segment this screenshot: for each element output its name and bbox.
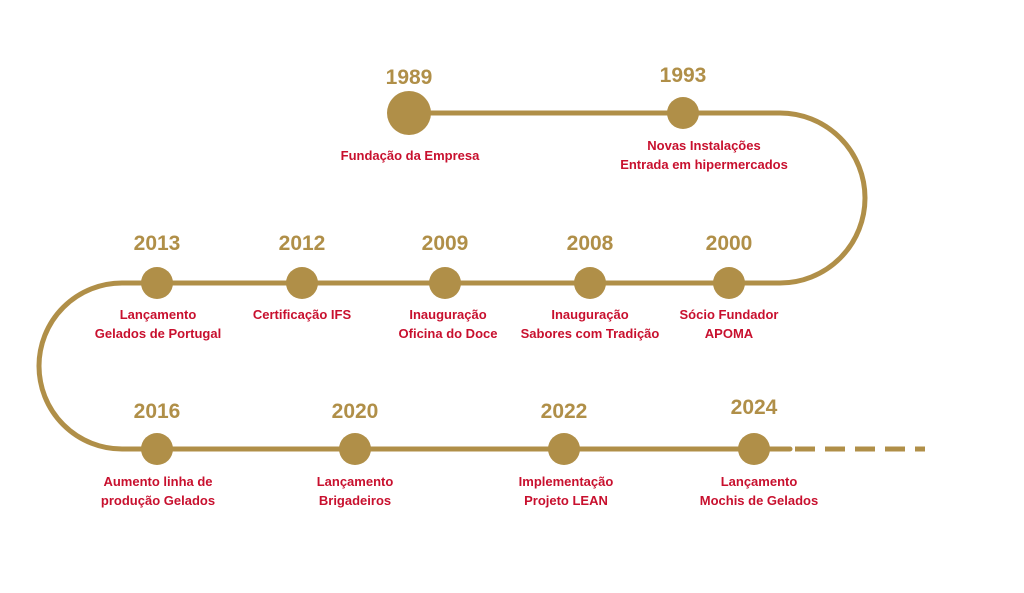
milestone-label: Oficina do Doce [399, 326, 498, 341]
milestone-label: Implementação [519, 474, 614, 489]
milestone-label: Aumento linha de [103, 474, 212, 489]
milestone-2000: 2000 Sócio Fundador APOMA [680, 232, 779, 341]
milestone-year: 2008 [567, 232, 614, 255]
milestone-dot [713, 267, 745, 299]
milestone-dot [667, 97, 699, 129]
milestone-dot [141, 267, 173, 299]
milestone-dot [286, 267, 318, 299]
milestone-label: Sócio Fundador [680, 307, 779, 322]
milestone-year: 1993 [660, 64, 707, 87]
milestone-nodes: 1989 Fundação da Empresa 1993 Novas Instala… [95, 64, 818, 508]
milestone-2024: 2024 Lançamento Mochis de Gelados [700, 396, 818, 508]
milestone-dot [339, 433, 371, 465]
milestone-dot [141, 433, 173, 465]
milestone-label: Lançamento [120, 307, 197, 322]
milestone-label: Entrada em hipermercados [620, 157, 788, 172]
milestone-label: Lançamento [721, 474, 798, 489]
milestone-year: 2012 [279, 232, 326, 255]
milestone-label: Brigadeiros [319, 493, 391, 508]
milestone-year: 2024 [731, 396, 778, 419]
milestone-label: Gelados de Portugal [95, 326, 221, 341]
milestone-2009: 2009 Inauguração Oficina do Doce [399, 232, 498, 341]
milestone-dot [738, 433, 770, 465]
milestone-dot [429, 267, 461, 299]
milestone-year: 2020 [332, 400, 379, 423]
milestone-dot [548, 433, 580, 465]
milestone-label: Sabores com Tradição [521, 326, 660, 341]
milestone-1989: 1989 Fundação da Empresa [341, 66, 480, 163]
milestone-label: APOMA [705, 326, 754, 341]
milestone-year: 2022 [541, 400, 588, 423]
milestone-2013: 2013 Lançamento Gelados de Portugal [95, 232, 221, 341]
milestone-label: Certificação IFS [253, 307, 352, 322]
milestone-label: Inauguração [551, 307, 628, 322]
milestone-label: Fundação da Empresa [341, 148, 480, 163]
milestone-2020: 2020 Lançamento Brigadeiros [317, 400, 394, 508]
milestone-year: 2013 [134, 232, 181, 255]
milestone-label: produção Gelados [101, 493, 215, 508]
milestone-label: Inauguração [409, 307, 486, 322]
milestone-year: 2009 [422, 232, 469, 255]
milestone-dot [574, 267, 606, 299]
milestone-label: Lançamento [317, 474, 394, 489]
milestone-label: Projeto LEAN [524, 493, 608, 508]
milestone-year: 1989 [386, 66, 433, 89]
milestone-dot [387, 91, 431, 135]
milestone-2022: 2022 Implementação Projeto LEAN [519, 400, 614, 508]
milestone-year: 2000 [706, 232, 753, 255]
milestone-year: 2016 [134, 400, 181, 423]
milestone-2008: 2008 Inauguração Sabores com Tradição [521, 232, 660, 341]
milestone-2016: 2016 Aumento linha de produção Gelados [101, 400, 215, 508]
milestone-1993: 1993 Novas Instalações Entrada em hipermer… [620, 64, 788, 172]
milestone-label: Novas Instalações [647, 138, 760, 153]
milestone-2012: 2012 Certificação IFS [253, 232, 352, 322]
milestone-label: Mochis de Gelados [700, 493, 818, 508]
